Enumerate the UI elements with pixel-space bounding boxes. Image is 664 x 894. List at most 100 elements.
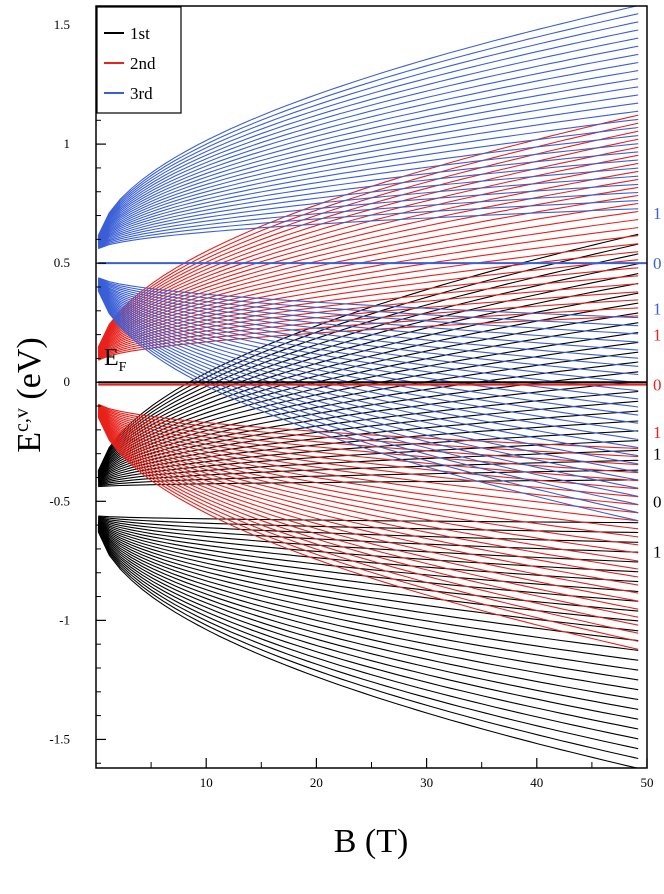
level-3rd-v20 xyxy=(97,287,639,473)
level-1st-v17 xyxy=(97,525,639,681)
level-1st-c25 xyxy=(97,243,639,472)
level-3rd-c5 xyxy=(97,175,639,247)
level-2nd-v24 xyxy=(97,415,639,634)
level-3rd-v10 xyxy=(97,282,639,392)
level-3rd-v3 xyxy=(97,278,639,335)
level-3rd-v15 xyxy=(97,284,639,432)
level-3rd-c3 xyxy=(97,191,639,248)
level-3rd-c16 xyxy=(97,86,639,242)
level-index-label-1st: 0 xyxy=(653,492,662,511)
level-2nd-c16 xyxy=(97,194,639,353)
level-3rd-v18 xyxy=(97,286,639,457)
zero-level-layer xyxy=(98,262,647,386)
level-1st-v8 xyxy=(97,519,639,593)
level-3rd-v11 xyxy=(97,282,639,400)
level-3rd-v4 xyxy=(97,278,639,343)
level-3rd-c24 xyxy=(97,21,639,237)
level-1st-v22 xyxy=(97,528,639,730)
legend-label-2nd: 2nd xyxy=(130,54,156,73)
level-3rd-v6 xyxy=(97,279,639,359)
level-1st-v2 xyxy=(98,516,639,534)
y-tick-label: 1 xyxy=(64,136,71,151)
level-3rd-c23 xyxy=(97,29,639,238)
level-index-label-1st: 1 xyxy=(653,542,662,561)
level-3rd-v21 xyxy=(97,287,639,481)
level-2nd-c22 xyxy=(97,146,639,350)
level-2nd-v13 xyxy=(97,410,639,546)
level-2nd-c1 xyxy=(97,315,639,361)
level-1st-v16 xyxy=(97,525,639,671)
series-layer xyxy=(97,6,639,768)
level-index-label-2nd: 1 xyxy=(653,423,662,442)
level-3rd-c13 xyxy=(97,110,639,243)
level-2nd-c24 xyxy=(97,130,639,349)
level-3rd-c9 xyxy=(97,143,639,245)
level-1st-c20 xyxy=(97,292,639,475)
level-1st-v24 xyxy=(97,530,639,750)
y-tick-label: -0.5 xyxy=(49,493,70,508)
level-2nd-c4 xyxy=(97,291,639,360)
x-tick-label: 40 xyxy=(530,775,543,790)
level-2nd-v3 xyxy=(97,404,639,466)
level-index-label-3rd: 1 xyxy=(653,204,662,223)
right-level-labels: 1 0 1 1 0 1 1 0 1 xyxy=(653,204,662,561)
level-2nd-v4 xyxy=(97,405,639,474)
level-3rd-v25 xyxy=(97,289,639,514)
level-3rd-c19 xyxy=(97,61,639,240)
level-2nd-v2 xyxy=(97,404,639,458)
level-2nd-v21 xyxy=(97,414,639,610)
level-3rd-v13 xyxy=(97,283,639,416)
level-3rd-c1 xyxy=(98,208,639,250)
legend-label-1st: 1st xyxy=(130,24,150,43)
level-3rd-v12 xyxy=(97,283,639,408)
level-2nd-c5 xyxy=(97,283,639,359)
level-1st-v11 xyxy=(97,521,639,622)
level-2nd-v7 xyxy=(97,406,639,498)
legend: 1st 2nd 3rd xyxy=(96,6,182,114)
axes-layer: 10 20 30 40 50 -1.5 -1 -0.5 0 0.5 1 1.5 xyxy=(49,17,653,790)
level-2nd-c7 xyxy=(97,267,639,358)
y-tick-label: 0 xyxy=(64,374,71,389)
level-2nd-c12 xyxy=(97,227,639,355)
x-tick-label: 20 xyxy=(310,775,323,790)
level-2nd-v23 xyxy=(97,415,639,626)
level-1st-v13 xyxy=(97,523,639,642)
level-3rd-v23 xyxy=(97,288,639,497)
fermi-label-main: E xyxy=(104,345,119,371)
y-tick-label: -1.5 xyxy=(49,731,70,746)
level-3rd-c12 xyxy=(97,118,639,244)
level-2nd-v12 xyxy=(97,409,639,538)
level-3rd-c18 xyxy=(97,70,639,241)
level-1st-v18 xyxy=(97,526,639,691)
level-2nd-v6 xyxy=(97,406,639,490)
level-3rd-v2 xyxy=(97,277,639,327)
level-index-label-3rd: 1 xyxy=(653,299,662,318)
level-2nd-v14 xyxy=(97,410,639,554)
level-2nd-v5 xyxy=(97,405,639,482)
level-1st-c16 xyxy=(97,331,639,478)
level-2nd-c19 xyxy=(97,170,639,352)
level-1st-v26 xyxy=(97,531,639,768)
level-1st-v20 xyxy=(97,527,639,710)
level-2nd-v25 xyxy=(97,416,639,642)
level-1st-c18 xyxy=(97,312,639,477)
x-axis-title: B (T) xyxy=(334,823,409,860)
level-2nd-v20 xyxy=(97,413,639,602)
level-1st-v6 xyxy=(97,518,639,573)
level-3rd-v5 xyxy=(97,279,639,351)
level-3rd-c2 xyxy=(97,200,639,249)
y-axis-title-unit: (eV) xyxy=(11,337,48,408)
level-2nd-c11 xyxy=(97,235,639,356)
level-2nd-v10 xyxy=(97,408,639,522)
x-tick-label: 10 xyxy=(200,775,213,790)
level-3rd-c7 xyxy=(97,159,639,246)
level-1st-c17 xyxy=(97,322,639,477)
level-3rd-c20 xyxy=(97,53,639,239)
level-3rd-c26 xyxy=(97,6,639,236)
y-tick-label: 0.5 xyxy=(54,255,70,270)
level-1st-v10 xyxy=(97,521,639,612)
level-2nd-c26 xyxy=(97,114,639,348)
y-axis-title: Ec,v (eV) xyxy=(11,337,48,452)
level-3rd-v9 xyxy=(97,281,639,384)
level-1st-v21 xyxy=(97,528,639,720)
